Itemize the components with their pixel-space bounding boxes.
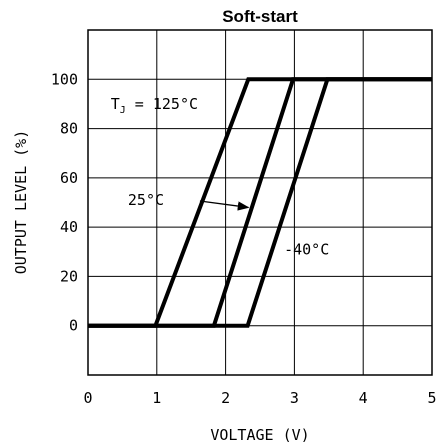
y-tick-label: 0 xyxy=(69,317,78,335)
chart-title: Soft-start xyxy=(222,7,298,26)
plot-frame xyxy=(87,29,433,376)
y-tick-labels: 0 20 40 60 80 100 xyxy=(51,70,78,334)
y-tick-label: 100 xyxy=(51,70,78,88)
x-axis-label: VOLTAGE (V) xyxy=(210,426,309,444)
annotation-arrow xyxy=(199,200,250,211)
x-tick-label: 1 xyxy=(152,389,161,407)
y-tick-label: 60 xyxy=(60,169,78,187)
y-tick-label: 20 xyxy=(60,267,78,285)
y-tick-label: 40 xyxy=(60,218,78,236)
annotation-label: TJ = 125°C xyxy=(111,95,198,116)
x-tick-label: 5 xyxy=(427,389,436,407)
y-tick-label: 80 xyxy=(60,120,78,138)
x-tick-label: 4 xyxy=(359,389,368,407)
x-tick-label: 2 xyxy=(221,389,230,407)
x-tick-label: 3 xyxy=(290,389,299,407)
series-line xyxy=(88,77,432,328)
x-tick-labels: 0 1 2 3 4 5 xyxy=(83,389,436,407)
annotations: TJ = 125°C 25°C -40°C xyxy=(111,95,330,258)
y-axis-label: OUTPUT LEVEL (%) xyxy=(12,130,30,275)
annotation-label: -40°C xyxy=(284,240,329,258)
annotation-label: 25°C xyxy=(128,191,164,209)
x-tick-label: 0 xyxy=(83,389,92,407)
series-group xyxy=(88,77,432,328)
